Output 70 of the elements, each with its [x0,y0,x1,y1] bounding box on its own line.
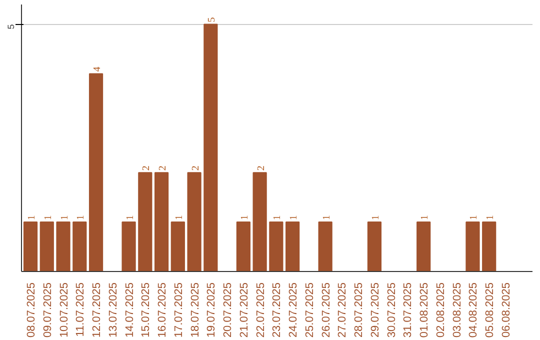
data-label: 1 [420,215,431,220]
data-label: 1 [239,215,250,220]
data-label: 1 [272,215,284,220]
x-tick-label: 18.07.2025 [189,282,202,338]
data-label: 1 [42,215,54,220]
data-label: 1 [76,215,87,220]
data-label: 1 [59,215,70,220]
bar [40,222,54,272]
x-tick-label: 20.07.2025 [222,282,234,338]
x-tick-label: 29.07.2025 [369,282,382,338]
data-label: 1 [26,215,38,220]
x-tick-label: 16.07.2025 [156,282,169,338]
data-label: 4 [92,66,104,72]
data-label: 5 [206,17,218,22]
x-tick-label: 04.08.2025 [468,282,480,338]
data-label: 1 [468,215,480,220]
bar [154,172,169,272]
bar [367,222,382,272]
x-tick-label: 25.07.2025 [304,282,316,338]
bar [286,222,300,272]
x-tick-label: 11.07.2025 [74,282,87,337]
bar [170,222,185,272]
x-tick-label: 28.07.2025 [353,282,366,338]
x-tick-label: 09.07.2025 [42,282,54,338]
bar [416,222,431,272]
data-label: 1 [485,215,496,220]
x-tick-label: 26.07.2025 [320,282,332,338]
bar [466,222,480,272]
x-tick-label: 23.07.2025 [271,282,284,338]
data-label: 2 [141,166,152,171]
x-tick-label: 15.07.2025 [140,282,152,338]
data-label: 1 [288,215,300,220]
x-tick-label: 08.07.2025 [26,282,38,338]
data-label: 2 [158,166,169,171]
bar [72,222,87,272]
x-tick-label: 21.07.2025 [238,282,250,338]
bar [88,73,104,272]
x-tick-label: 27.07.2025 [336,282,349,338]
x-tick-label: 06.08.2025 [500,282,512,338]
x-tick-label: 13.07.2025 [107,282,120,338]
data-label: 1 [174,215,185,220]
bar [187,172,202,272]
x-tick-label: 12.07.2025 [91,282,104,338]
bar [138,172,152,272]
x-tick-label: 30.07.2025 [386,282,398,338]
x-tick-label: 05.08.2025 [484,282,496,338]
bar [252,172,267,272]
x-tick-label: 22.07.2025 [254,282,267,338]
x-tick-label: 02.08.2025 [434,282,447,338]
data-label: 1 [370,215,382,220]
x-tick-label: 01.08.2025 [418,282,431,338]
x-tick-label: 19.07.2025 [206,282,218,338]
x-tick-label: 31.07.2025 [402,282,414,338]
data-label: 2 [256,166,267,171]
bar [23,222,38,272]
x-tick-label: 10.07.2025 [58,282,70,338]
x-tick-label: 24.07.2025 [288,282,300,338]
x-tick-label: 03.08.2025 [451,282,464,338]
data-label: 1 [321,215,332,220]
data-label: 1 [124,215,136,220]
bar [318,222,332,272]
bar [56,222,70,272]
x-tick-label: 14.07.2025 [124,282,136,338]
x-tick-label: 17.07.2025 [172,282,185,338]
bar [204,24,218,272]
bar [236,222,250,272]
data-label: 2 [190,166,202,171]
bar [269,222,284,272]
bar [122,222,136,272]
bar [482,222,496,272]
